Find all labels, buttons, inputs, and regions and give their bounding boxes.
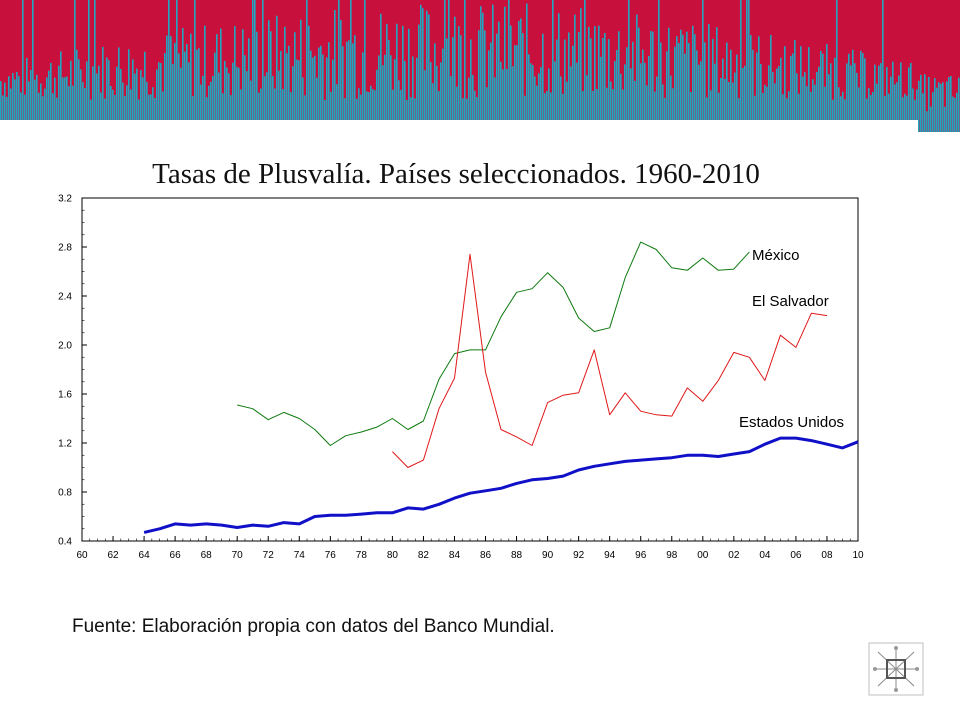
chart-title: Tasas de Plusvalía. Países seleccionados…	[152, 158, 760, 190]
x-tick-label: 02	[728, 550, 740, 561]
y-tick-label: 0.8	[58, 488, 72, 499]
series-label-el-salvador: El Salvador	[752, 293, 829, 310]
y-tick-label: 1.2	[58, 439, 72, 450]
x-tick-label: 76	[325, 550, 337, 561]
x-tick-label: 94	[604, 550, 616, 561]
y-tick-label: 3.2	[58, 194, 72, 205]
x-tick-label: 00	[697, 550, 709, 561]
header-banner	[0, 0, 960, 132]
x-tick-label: 60	[76, 550, 88, 561]
y-tick-label: 0.4	[58, 537, 72, 548]
x-tick-label: 10	[852, 550, 864, 561]
x-tick-label: 84	[449, 550, 461, 561]
x-tick-label: 70	[232, 550, 244, 561]
y-tick-label: 2.8	[58, 243, 72, 254]
compass-rose-icon	[868, 642, 924, 696]
x-tick-label: 06	[790, 550, 802, 561]
x-tick-label: 62	[107, 550, 119, 561]
x-tick-label: 88	[511, 550, 523, 561]
x-tick-label: 92	[573, 550, 585, 561]
x-tick-label: 04	[759, 550, 771, 561]
y-tick-label: 2.0	[58, 341, 72, 352]
series-line-el-salvador	[392, 253, 828, 468]
x-tick-label: 66	[170, 550, 182, 561]
x-tick-label: 96	[635, 550, 647, 561]
x-tick-label: 90	[542, 550, 554, 561]
x-tick-label: 98	[666, 550, 678, 561]
series-line-mexico	[237, 241, 750, 446]
source-note: Fuente: Elaboración propia con datos del…	[72, 616, 555, 637]
line-chart: 60 62 64 66 68 70 72 74 76 78 80 82 84 86 88 90 92 94 96 98…	[58, 194, 864, 562]
y-tick-label: 2.4	[58, 292, 72, 303]
series-label-estados-unidos: Estados Unidos	[739, 414, 844, 431]
x-tick-label: 68	[201, 550, 213, 561]
x-tick-label: 72	[263, 550, 275, 561]
series-line-estados-unidos	[143, 436, 859, 534]
x-tick-label: 64	[139, 550, 151, 561]
x-tick-label: 80	[387, 550, 399, 561]
y-tick-label: 1.6	[58, 390, 72, 401]
x-tick-label: 08	[821, 550, 833, 561]
x-tick-label: 82	[418, 550, 430, 561]
x-tick-label: 78	[356, 550, 368, 561]
x-tick-label: 74	[294, 550, 306, 561]
series-label-mexico: México	[752, 247, 800, 264]
plot-frame	[81, 197, 859, 542]
x-tick-label: 86	[480, 550, 492, 561]
